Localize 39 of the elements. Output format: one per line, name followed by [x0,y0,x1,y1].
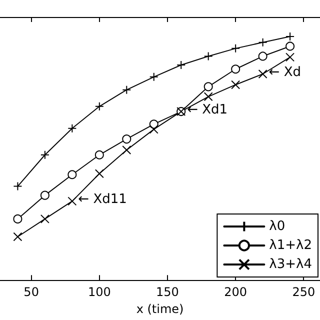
point [122,146,132,155]
point [40,150,50,160]
point [94,169,104,178]
point [40,214,50,224]
point [13,182,22,191]
annotation: ← Xd [268,65,301,80]
point [231,80,240,90]
point [258,52,268,61]
x-tick-label: 150 [156,285,179,300]
point [13,214,22,224]
point [286,52,295,62]
point [40,190,50,200]
point [204,52,213,61]
point [68,170,77,180]
point [122,134,132,144]
point [94,150,104,160]
point [258,70,268,79]
point [68,124,77,133]
annotation: ← Xd1 [187,102,228,118]
point [231,44,240,53]
point [231,64,240,74]
legend-label: λ1+λ2 [269,238,312,253]
point [68,196,77,206]
legend-label: λ3+λ4 [269,257,312,272]
point [204,92,213,102]
x-tick-label: 200 [224,285,248,300]
x-tick-label: 100 [88,285,111,300]
x-axis-title: x (time) [136,302,184,316]
point [149,124,158,134]
point [13,232,22,242]
annotation: ← Xd11 [78,192,127,208]
x-tick-label: 250 [292,285,316,300]
legend-label: λ0 [269,219,286,234]
point [122,85,132,94]
x-tick-label: 50 [24,285,39,300]
point [204,82,213,92]
point [94,102,104,111]
point [286,42,295,51]
point [149,72,158,82]
